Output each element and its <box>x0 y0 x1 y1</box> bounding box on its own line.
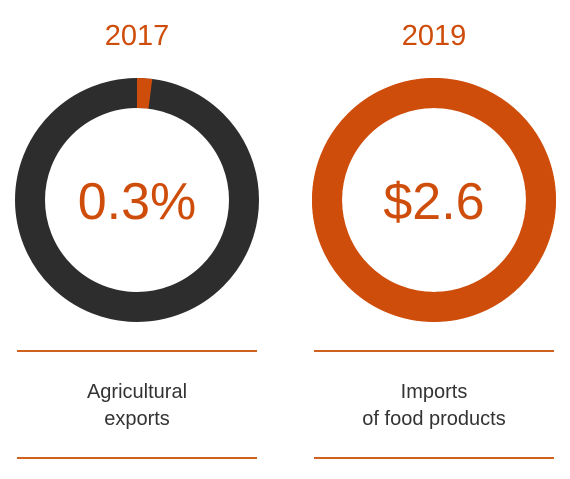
year-label: 2017 <box>104 20 170 52</box>
caption: Imports of food products <box>310 379 558 433</box>
divider-top <box>17 350 257 352</box>
panel-agricultural-exports: 2017 0.3% Agricultural exports <box>13 0 261 479</box>
year-label: 2019 <box>401 20 467 52</box>
donut-chart <box>15 78 259 322</box>
caption: Agricultural exports <box>13 379 261 433</box>
divider-top <box>314 350 554 352</box>
divider-bottom <box>17 457 257 459</box>
panel-food-imports: 2019 $2.6 Imports of food products <box>310 0 558 479</box>
donut-chart <box>312 78 556 322</box>
caption-line-1: Agricultural <box>86 381 188 403</box>
caption-line-2: exports <box>104 408 170 430</box>
caption-line-2: of food products <box>362 408 506 430</box>
donut-highlight-segment <box>312 78 556 322</box>
caption-line-1: Imports <box>400 381 468 403</box>
divider-bottom <box>314 457 554 459</box>
center-value: 0.3% <box>77 173 197 231</box>
center-value: $2.6 <box>383 173 485 231</box>
donut-highlight-segment <box>15 78 259 322</box>
